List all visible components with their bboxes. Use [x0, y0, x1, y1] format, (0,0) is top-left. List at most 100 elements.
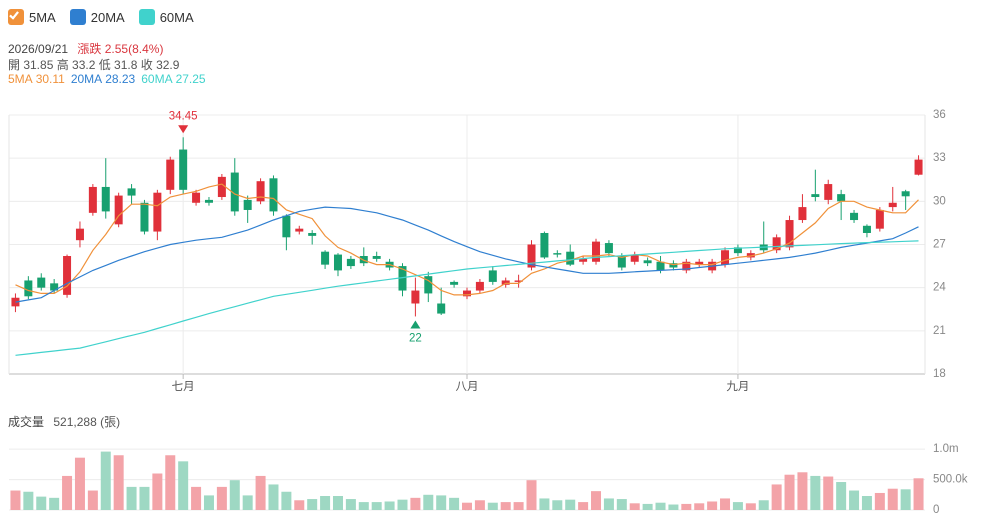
legend-item[interactable]: 20MA — [9, 9, 125, 25]
volume-title: 成交量 — [8, 415, 45, 429]
volume-bar — [474, 500, 485, 510]
volume-bar — [565, 499, 576, 510]
volume-bar — [913, 478, 924, 510]
volume-bar — [745, 503, 756, 510]
volume-bar — [397, 499, 408, 510]
volume-bar — [242, 495, 253, 510]
candle-body — [333, 254, 342, 271]
candle-body — [721, 250, 730, 265]
volume-bar — [500, 502, 511, 510]
volume-bar — [462, 502, 472, 510]
candle-body — [346, 258, 355, 267]
ma-value: 60MA 27.25 — [141, 72, 205, 86]
volume-bar — [320, 496, 331, 510]
legend-label[interactable]: 20MA — [90, 9, 125, 25]
volume-bar — [513, 502, 524, 510]
candle-body — [862, 225, 871, 233]
volume-bar — [100, 451, 111, 510]
volume-bar — [384, 501, 395, 510]
candle-body — [140, 202, 149, 232]
ma-value: 20MA 28.23 — [71, 72, 135, 86]
candle-body — [282, 215, 291, 238]
candle-body — [217, 176, 226, 198]
volume-bar — [178, 461, 189, 510]
candle-body — [553, 253, 562, 255]
min-label: 22 — [409, 332, 422, 344]
candle-body — [463, 290, 471, 297]
y-tick-label: 1.0m — [933, 443, 959, 455]
candle-body — [166, 159, 175, 190]
ma-value: 5MA 30.11 — [8, 72, 65, 86]
candle-body — [127, 188, 136, 196]
candle-body — [875, 209, 884, 229]
volume-bar — [874, 492, 885, 510]
legend-checkbox[interactable] — [9, 9, 155, 25]
legend: 5MA 20MA 60MA — [8, 9, 194, 25]
legend-label[interactable]: 60MA — [159, 9, 194, 25]
candle-body — [63, 256, 72, 295]
y-tick-label: 24 — [933, 282, 946, 294]
candle-body — [592, 241, 601, 262]
volume-bar — [139, 486, 150, 510]
volume-bar — [629, 503, 640, 510]
volume-bar — [203, 495, 214, 510]
volume-bar — [371, 502, 382, 510]
candle-body — [604, 243, 613, 254]
candle-body — [11, 297, 20, 307]
ma-line — [15, 183, 919, 296]
candle-body — [269, 178, 278, 212]
volume-bar — [216, 486, 227, 510]
candle-body — [798, 207, 807, 221]
volume-bar — [410, 497, 421, 510]
x-tick-label: 九月 — [726, 380, 749, 393]
candle-body — [669, 263, 678, 268]
max-marker — [178, 125, 189, 134]
volume-bar — [294, 500, 305, 510]
candle-body — [50, 283, 59, 291]
candle-body — [450, 281, 459, 285]
candle-body — [372, 256, 381, 259]
volume-bar — [591, 491, 602, 510]
volume-bar — [771, 484, 782, 510]
candle-body — [398, 266, 407, 291]
volume-bar — [732, 502, 743, 510]
volume-bar — [552, 500, 563, 510]
volume-bar — [849, 490, 860, 510]
ohlc: 開 31.85 高 33.2 低 31.8 收 32.9 — [8, 58, 180, 72]
volume-bar — [539, 498, 550, 510]
volume-bar — [642, 503, 653, 510]
change: 漲跌 2.55(8.4%) — [77, 42, 164, 56]
ma-name: 5MA — [8, 72, 33, 86]
ma-name: 60MA — [141, 72, 173, 86]
info-line: 2026/09/21 漲跌 2.55(8.4%) — [8, 40, 169, 57]
candle-body — [437, 303, 446, 314]
candle-body — [824, 184, 833, 200]
volume-bar — [87, 490, 98, 510]
volume-bar — [268, 484, 279, 510]
volume-bar — [758, 500, 769, 510]
candle-body — [295, 228, 304, 232]
ma-line — [15, 240, 919, 356]
x-tick-label: 八月 — [456, 381, 479, 393]
y-tick-label: 27 — [933, 239, 946, 251]
volume-bar — [49, 497, 60, 510]
candle-body — [75, 228, 84, 241]
ma-last: 27.25 — [175, 72, 206, 86]
volume-bar — [810, 475, 821, 510]
candle-body — [475, 281, 484, 291]
volume-bar — [74, 457, 85, 510]
volume-bar — [62, 475, 73, 510]
volume-bar — [616, 499, 627, 510]
volume-bar — [668, 504, 679, 510]
max-label: 34.45 — [169, 110, 198, 122]
volume-bar — [823, 476, 834, 510]
candle-body — [153, 192, 162, 232]
candle-body — [540, 232, 549, 258]
check-icon — [9, 11, 19, 20]
date: 2026/09/21 — [8, 42, 69, 56]
legend-item[interactable]: 60MA — [9, 9, 194, 25]
candle-body — [527, 244, 536, 268]
legend-label[interactable]: 5MA — [29, 9, 56, 25]
candle-body — [566, 251, 575, 265]
